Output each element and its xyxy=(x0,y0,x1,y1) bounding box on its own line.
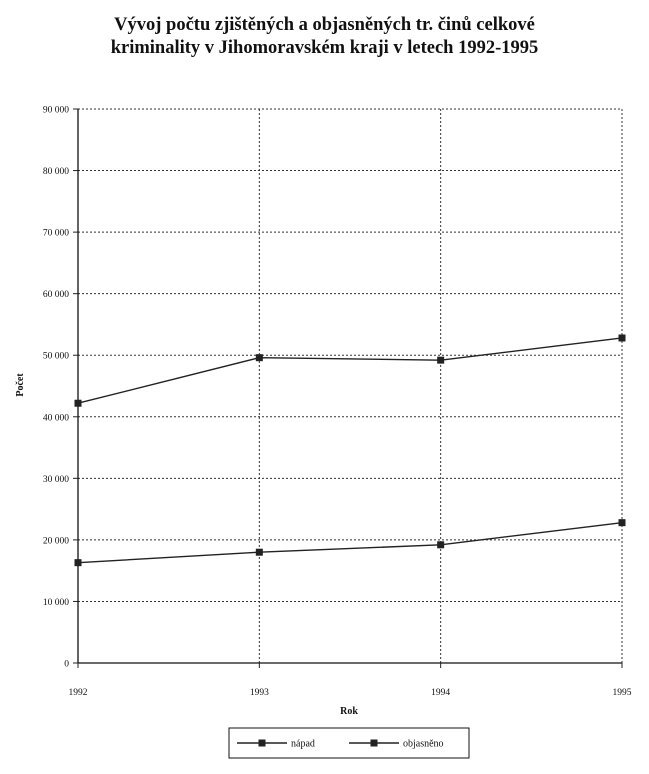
y-tick-label: 40 000 xyxy=(43,413,69,423)
x-tick-label: 1992 xyxy=(69,688,88,698)
x-tick-label: 1995 xyxy=(613,688,632,698)
legend-item-1: nápad xyxy=(237,739,315,750)
y-tick-label: 80 000 xyxy=(43,167,69,177)
legend: nápad objasněno xyxy=(228,727,470,759)
chart-title-line-2: kriminality v Jihomoravském kraji v lete… xyxy=(110,38,539,58)
x-axis-ticks: 1992 1993 1994 1995 xyxy=(69,663,632,698)
y-tick-label: 0 xyxy=(64,660,69,670)
y-axis-label: Počet xyxy=(15,373,26,397)
data-point xyxy=(74,399,82,407)
y-tick-label: 30 000 xyxy=(43,475,69,485)
chart-title-line-1: Vývoj počtu zjištěných a objasněných tr.… xyxy=(114,15,535,35)
series-1 xyxy=(74,334,626,407)
x-tick-label: 1994 xyxy=(431,688,450,698)
chart-title: Vývoj počtu zjištěných a objasněných tr.… xyxy=(0,14,649,60)
axes xyxy=(77,109,622,664)
legend-marker xyxy=(370,739,378,747)
data-point xyxy=(255,548,263,556)
x-tick-label: 1993 xyxy=(250,688,269,698)
x-axis-label: Rok xyxy=(340,706,358,717)
y-tick-label: 60 000 xyxy=(43,290,69,300)
data-point xyxy=(74,559,82,567)
grid-lines xyxy=(78,108,623,663)
series-group xyxy=(74,334,626,567)
legend-label: objasněno xyxy=(403,739,444,750)
y-tick-label: 70 000 xyxy=(43,229,69,239)
legend-marker xyxy=(258,739,266,747)
data-point xyxy=(437,356,445,364)
series-line xyxy=(77,521,623,564)
data-point xyxy=(618,519,626,527)
data-point xyxy=(437,541,445,549)
series-line xyxy=(77,337,623,404)
legend-label: nápad xyxy=(291,739,315,750)
data-point xyxy=(618,334,626,342)
legend-item-2: objasněno xyxy=(349,739,444,750)
y-tick-label: 50 000 xyxy=(43,352,69,362)
y-axis-ticks: 0 10 000 20 000 30 000 40 000 50 000 60 000 70 … xyxy=(43,106,78,670)
series-2 xyxy=(74,519,626,567)
data-point xyxy=(255,354,263,362)
y-tick-label: 10 000 xyxy=(43,598,69,608)
y-tick-label: 90 000 xyxy=(43,106,69,116)
y-tick-label: 20 000 xyxy=(43,536,69,546)
